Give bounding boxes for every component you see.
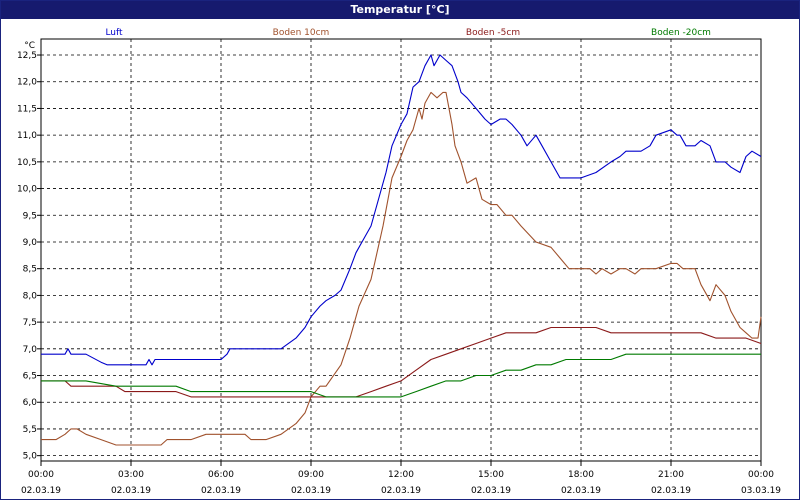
- y-tick-label: 8,0: [23, 291, 38, 301]
- x-tick-date: 02.03.19: [21, 486, 61, 496]
- x-tick-time: 18:00: [568, 470, 594, 480]
- x-tick-date: 02.03.19: [381, 486, 421, 496]
- x-tick-time: 15:00: [478, 470, 504, 480]
- x-tick-time: 03:00: [118, 470, 144, 480]
- window-title: Temperatur [°C]: [1, 1, 799, 19]
- x-tick-date: 02.03.19: [201, 486, 241, 496]
- y-tick-label: 6,0: [23, 398, 38, 408]
- x-tick-date: 02.03.19: [561, 486, 601, 496]
- series-line: [41, 353, 761, 398]
- legend-entry: Boden -20cm: [651, 28, 711, 38]
- x-tick-time: 00:00: [28, 470, 54, 480]
- legend-entry: Boden 10cm: [273, 28, 330, 38]
- y-tick-label: 7,0: [23, 345, 38, 355]
- y-tick-label: 5,0: [23, 452, 38, 462]
- y-tick-label: 11,5: [17, 104, 37, 114]
- y-tick-label: 9,0: [23, 238, 38, 248]
- x-tick-date: 02.03.19: [111, 486, 151, 496]
- x-tick-time: 09:00: [298, 470, 324, 480]
- x-tick-date: 02.03.19: [471, 486, 511, 496]
- legend-entry: Luft: [105, 28, 123, 38]
- x-tick-date: 02.03.19: [651, 486, 691, 496]
- x-tick-date: 03.03.19: [741, 486, 781, 496]
- y-axis-label: °C: [24, 41, 35, 51]
- legend-entry: Boden -5cm: [466, 28, 520, 38]
- y-tick-label: 6,5: [23, 372, 37, 382]
- y-tick-label: 7,5: [23, 318, 37, 328]
- x-tick-time: 21:00: [658, 470, 684, 480]
- y-tick-label: 12,0: [17, 78, 37, 88]
- y-tick-label: 11,0: [17, 131, 37, 141]
- y-tick-label: 10,0: [17, 185, 37, 195]
- y-tick-label: 10,5: [17, 158, 37, 168]
- x-tick-time: 00:00: [748, 470, 774, 480]
- series-line: [41, 326, 762, 398]
- x-tick-time: 06:00: [208, 470, 234, 480]
- y-tick-label: 12,5: [17, 51, 37, 61]
- y-tick-label: 8,5: [23, 265, 37, 275]
- x-tick-date: 02.03.19: [291, 486, 331, 496]
- series-line: [41, 54, 762, 366]
- y-tick-label: 9,5: [23, 211, 37, 221]
- x-tick-time: 12:00: [388, 470, 414, 480]
- y-tick-label: 5,5: [23, 425, 37, 435]
- series-line: [41, 91, 762, 446]
